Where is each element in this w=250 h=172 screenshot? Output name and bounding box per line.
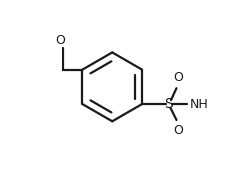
Text: S: S: [164, 97, 173, 111]
Text: O: O: [173, 124, 183, 137]
Text: O: O: [55, 34, 65, 47]
Text: NH: NH: [190, 98, 208, 111]
Text: O: O: [173, 71, 183, 84]
